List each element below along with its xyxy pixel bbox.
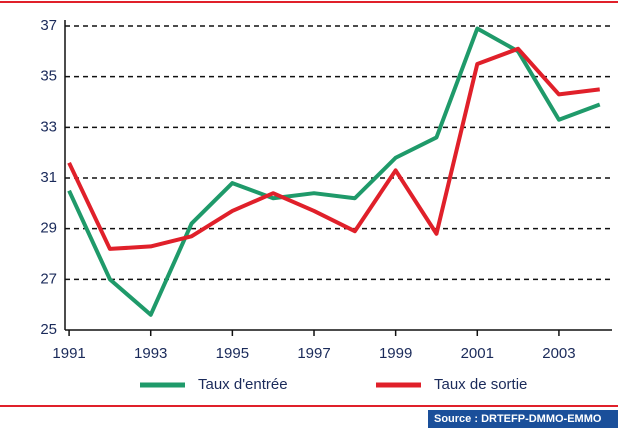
source-box: [428, 410, 618, 428]
y-tick-label: 37: [40, 17, 57, 34]
x-tick-label: 1993: [134, 345, 167, 362]
y-tick-label: 27: [40, 270, 57, 287]
x-tick-label: 2001: [461, 345, 494, 362]
y-tick-label: 25: [40, 321, 57, 338]
y-tick-label: 31: [40, 169, 57, 186]
series-line: [67, 26, 601, 317]
series-line: [67, 46, 601, 251]
x-tick-label: 2003: [542, 345, 575, 362]
source: Source : DRTEFP-DMMO-EMMO: [434, 413, 602, 425]
y-tick-label: 33: [40, 118, 57, 135]
x-tick-label: 1997: [297, 345, 330, 362]
y-tick-label: 29: [40, 220, 57, 237]
legend-label: Taux d'entrée: [198, 376, 288, 393]
x-tick-label: 1995: [216, 345, 249, 362]
legend-label: Taux de sortie: [434, 376, 527, 393]
x-tick-label: 1991: [52, 345, 85, 362]
y-tick-label: 35: [40, 68, 57, 85]
x-tick-label: 1999: [379, 345, 412, 362]
